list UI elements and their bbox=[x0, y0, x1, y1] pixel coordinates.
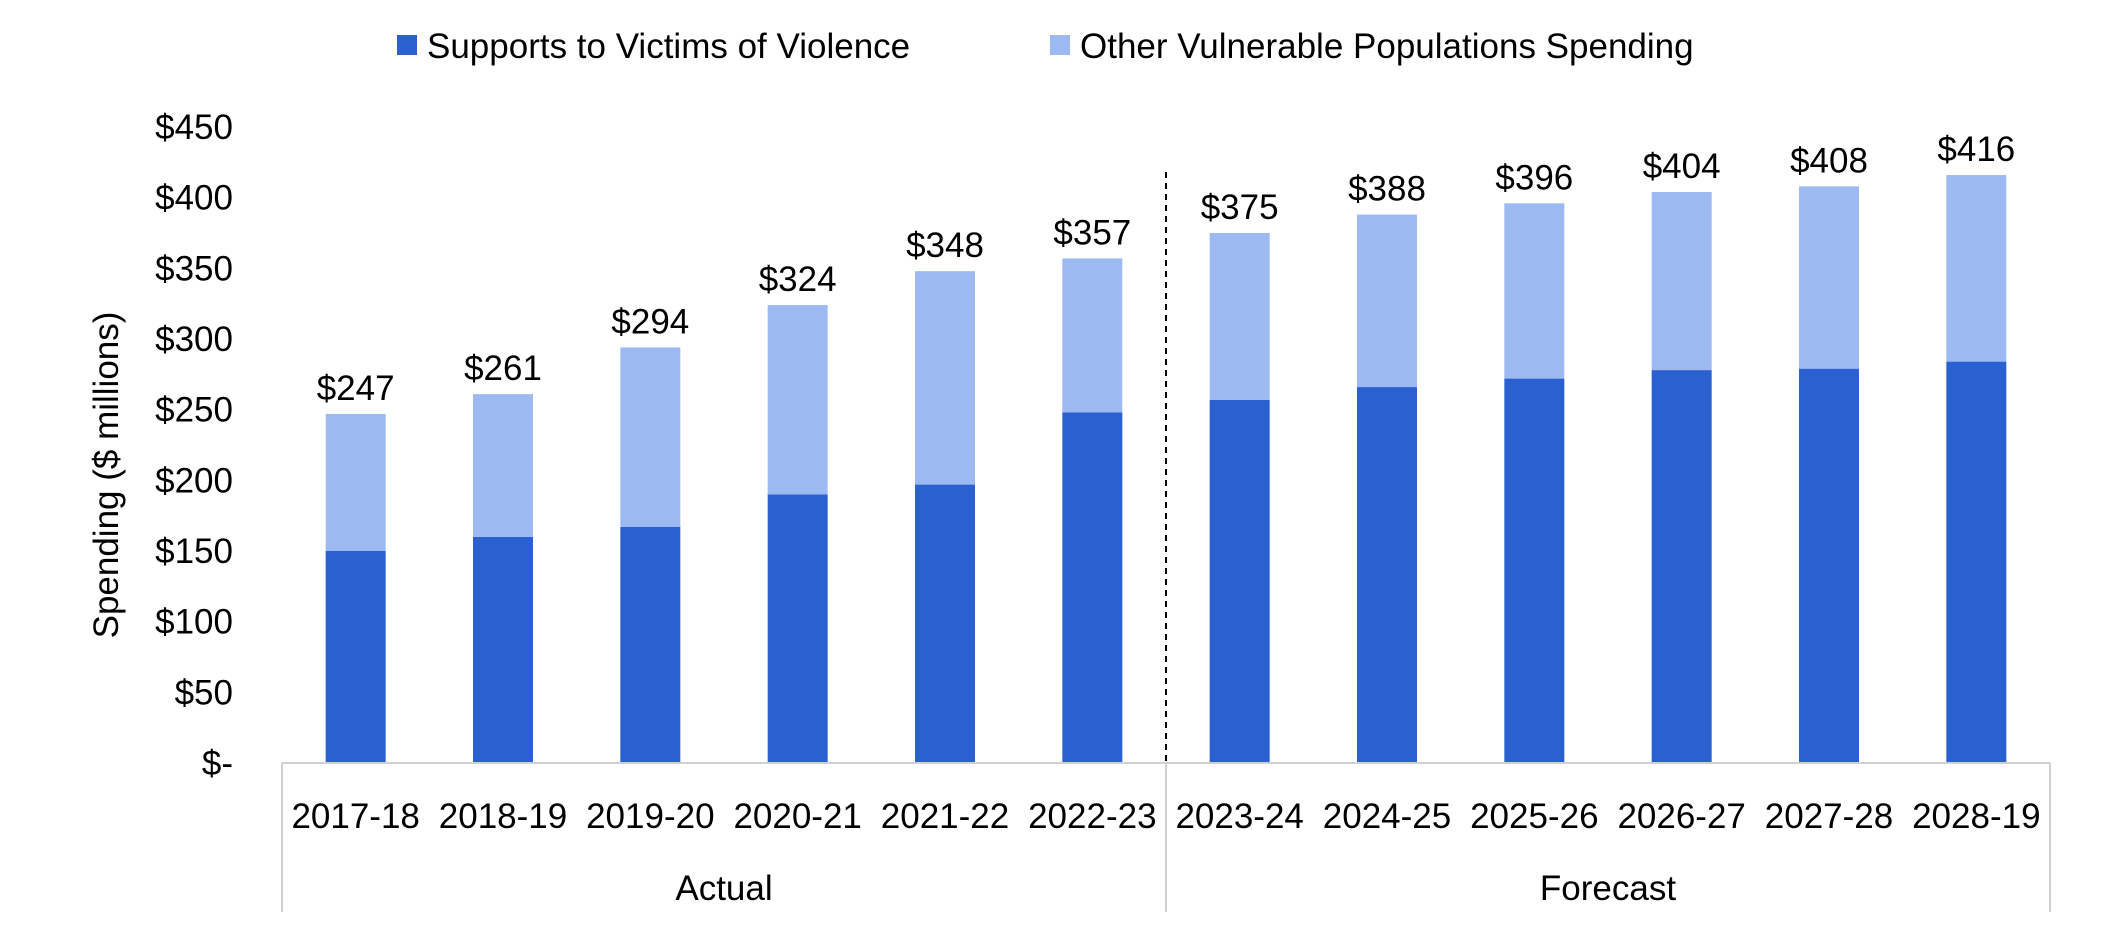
legend-swatch bbox=[397, 35, 417, 55]
legend: Supports to Victims of Violence Other Vul… bbox=[397, 27, 1694, 66]
x-tick-label: 2017-18 bbox=[291, 797, 419, 836]
bar-segment bbox=[1946, 361, 2007, 763]
x-tick-label: 2022-23 bbox=[1028, 797, 1156, 836]
total-label: $348 bbox=[906, 226, 984, 265]
bar-segment bbox=[325, 413, 386, 551]
bar-segment bbox=[1504, 203, 1565, 379]
legend-label: Supports to Victims of Violence bbox=[427, 27, 910, 66]
y-tick-label: $200 bbox=[155, 461, 233, 500]
bar-segment bbox=[767, 494, 828, 763]
bar-segment bbox=[915, 484, 975, 763]
x-tick-label: 2025-26 bbox=[1470, 797, 1598, 836]
total-label: $404 bbox=[1643, 147, 1721, 186]
x-tick-label: 2020-21 bbox=[733, 797, 861, 836]
y-axis: $- $50 $100 $150 $200 $250 $300 $350 $400 $450 bbox=[155, 108, 233, 783]
y-tick-label: $350 bbox=[155, 249, 233, 288]
total-label: $261 bbox=[464, 349, 542, 388]
total-label: $416 bbox=[1937, 130, 2015, 169]
bar-segment bbox=[1062, 258, 1123, 413]
y-tick-label: $250 bbox=[155, 391, 233, 430]
bar-segment bbox=[1209, 233, 1270, 400]
bar-segment bbox=[1651, 370, 1712, 763]
bar-segment bbox=[915, 271, 975, 485]
bar-segment bbox=[1651, 192, 1712, 371]
x-axis: Actual Forecast 2017-18 2018-19 2019-20 2020-… bbox=[281, 172, 2051, 912]
y-tick-label: $150 bbox=[155, 532, 233, 571]
total-label: $294 bbox=[611, 302, 689, 341]
bar-segment bbox=[1946, 175, 2007, 362]
bars bbox=[325, 175, 2007, 763]
bar-segment bbox=[1357, 387, 1417, 763]
x-tick-label: 2028-19 bbox=[1912, 797, 2040, 836]
y-tick-label: $100 bbox=[155, 603, 233, 642]
bar-segment bbox=[1062, 412, 1123, 763]
y-tick-label: $300 bbox=[155, 320, 233, 359]
bar-segment bbox=[1357, 214, 1417, 388]
total-labels: $247 $261 $294 $324 $348 $357 $375 $388 $396 $404… bbox=[317, 130, 2016, 408]
bar-segment bbox=[325, 551, 386, 763]
y-tick-label: $- bbox=[202, 744, 233, 783]
y-tick-label: $50 bbox=[175, 673, 233, 712]
y-tick-label: $400 bbox=[155, 179, 233, 218]
bar-segment bbox=[1504, 378, 1565, 763]
x-tick-label: 2027-28 bbox=[1765, 797, 1893, 836]
y-tick-label: $450 bbox=[155, 108, 233, 147]
total-label: $247 bbox=[317, 369, 395, 408]
x-tick-label: 2021-22 bbox=[881, 797, 1009, 836]
bar-segment bbox=[473, 536, 533, 763]
bar-segment bbox=[620, 526, 681, 763]
bar-segment bbox=[1209, 399, 1270, 763]
x-tick-label: 2019-20 bbox=[586, 797, 714, 836]
total-label: $388 bbox=[1348, 170, 1426, 209]
bar-segment bbox=[1799, 186, 1859, 369]
total-label: $396 bbox=[1495, 158, 1573, 197]
legend-label: Other Vulnerable Populations Spending bbox=[1080, 27, 1694, 66]
legend-swatch bbox=[1050, 35, 1070, 55]
total-label: $357 bbox=[1053, 213, 1131, 252]
x-group-label: Forecast bbox=[1540, 869, 1676, 908]
x-tick-label: 2024-25 bbox=[1323, 797, 1451, 836]
total-label: $375 bbox=[1201, 188, 1279, 227]
x-tick-label: 2026-27 bbox=[1617, 797, 1745, 836]
bar-segment bbox=[767, 305, 828, 495]
bar-segment bbox=[620, 347, 681, 527]
bar-segment bbox=[473, 394, 533, 537]
total-label: $408 bbox=[1790, 141, 1868, 180]
y-axis-title: Spending ($ millions) bbox=[87, 312, 126, 639]
total-label: $324 bbox=[759, 260, 837, 299]
bar-segment bbox=[1799, 368, 1859, 763]
x-group-label: Actual bbox=[675, 869, 772, 908]
x-tick-label: 2018-19 bbox=[439, 797, 567, 836]
x-tick-label: 2023-24 bbox=[1175, 797, 1303, 836]
